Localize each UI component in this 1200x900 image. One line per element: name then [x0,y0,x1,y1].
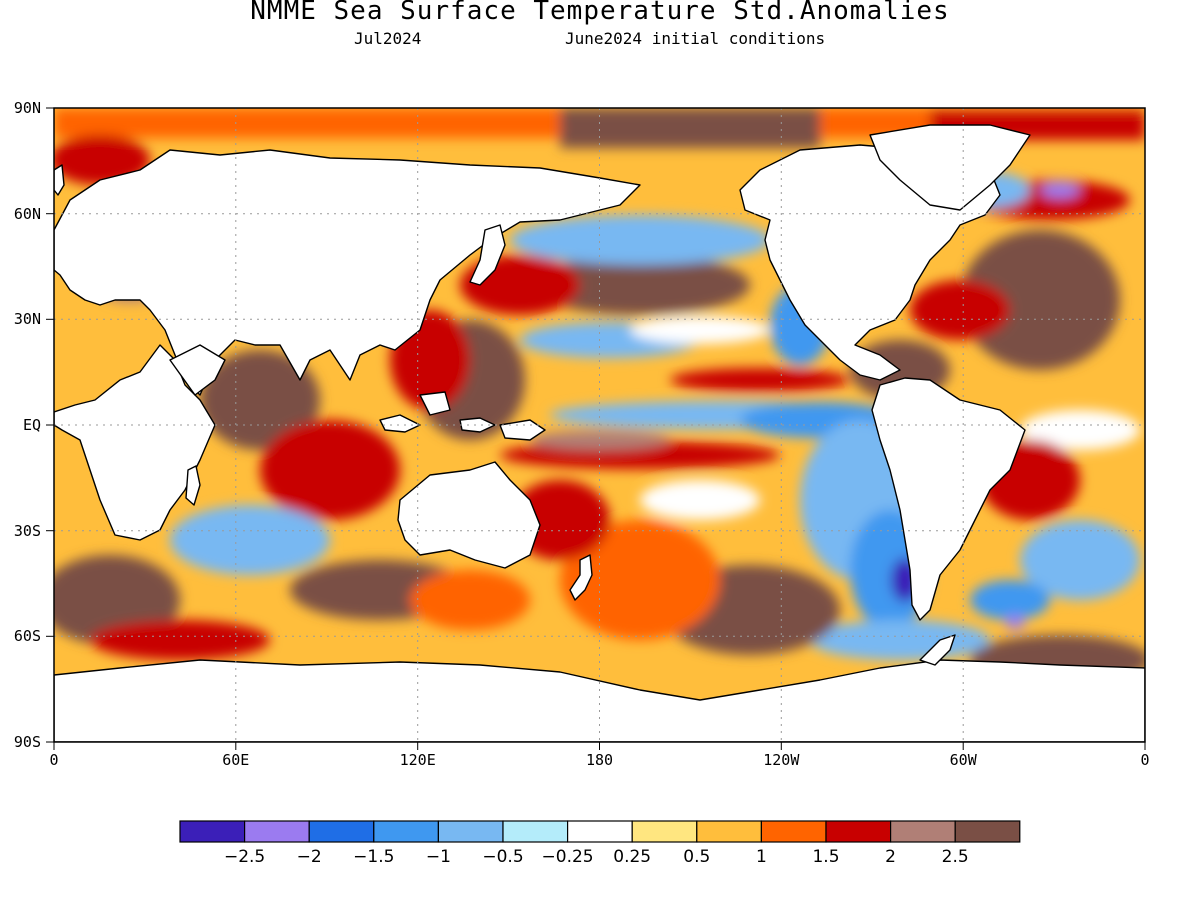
colorbar-swatch [373,820,439,843]
lat-label: 30N [14,310,41,328]
color-legend: −2.5 −2 −1.5 −1 −0.5 −0.25 0.25 0.5 1 1.5 2 2.5 [179,820,1021,867]
lat-label: 30S [14,522,41,540]
lat-label: 90N [14,99,41,117]
latitude-ticks [46,107,54,743]
colorbar-swatch [954,820,1021,843]
colorbar-label: −1.5 [353,847,394,867]
longitude-ticks [53,742,1146,750]
colorbar-label: 1.5 [812,847,839,867]
colorbar-label: 0.5 [683,847,710,867]
colorbar-swatch [631,820,698,843]
colorbar-swatch [760,820,827,843]
colorbar-label: 0.25 [613,847,651,867]
lon-label: 120E [400,751,436,769]
target-month: Jul2024 [354,29,422,48]
graticule [54,108,1145,742]
initial-conditions-label: June2024 initial conditions [565,29,826,48]
colorbar-swatch [179,820,246,843]
colorbar-swatch [502,820,569,843]
chart-title: NMME Sea Surface Temperature Std.Anomali… [250,0,950,26]
colorbar-swatch [825,820,892,843]
lon-label: 180 [586,751,613,769]
lon-label: 0 [49,751,58,769]
lon-label: 0 [1140,751,1149,769]
colorbar-swatch [889,820,956,843]
colorbar-label: 2.5 [942,847,969,867]
land-masses [54,124,1145,742]
colorbar-label: 2 [885,847,896,867]
colorbar-swatch [696,820,762,843]
ocean-anomaly-field [54,108,1145,742]
lat-label: 90S [14,733,41,751]
latitude-axis: 90N 60N 30N EQ 30S 60S 90S [14,99,41,751]
colorbar-label: −0.5 [482,847,523,867]
colorbar-label: −0.25 [542,847,594,867]
colorbar-label: −2.5 [224,847,265,867]
colorbar-swatch [566,820,633,843]
lon-label: 120W [763,751,800,769]
longitude-axis: 0 60E 120E 180 120W 60W 0 [49,751,1149,769]
colorbar-label: 1 [756,847,767,867]
lon-label: 60E [222,751,249,769]
colorbar-swatch [437,820,504,843]
colorbar-label: −2 [297,847,322,867]
colorbar-swatch [308,820,375,843]
lat-label: 60S [14,627,41,645]
lat-label: EQ [23,416,41,434]
lon-label: 60W [950,751,978,769]
colorbar-label: −1 [426,847,451,867]
lat-label: 60N [14,205,41,223]
colorbar-swatch [244,820,310,843]
